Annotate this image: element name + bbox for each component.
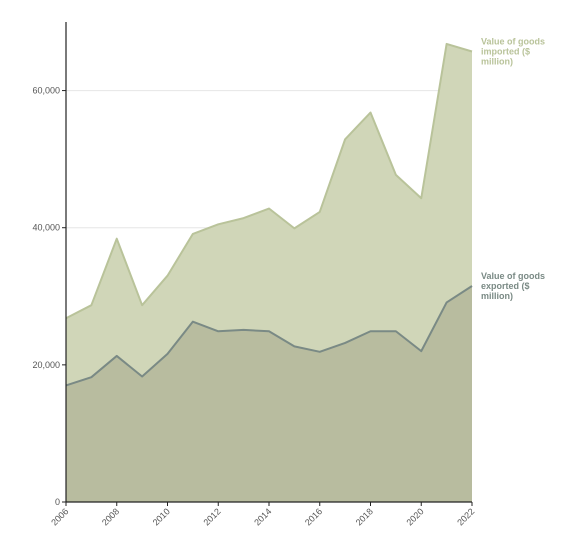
x-tick-label: 2008 (100, 506, 121, 527)
y-tick-label: 20,000 (32, 360, 60, 370)
y-tick-label: 60,000 (32, 86, 60, 96)
x-tick-label: 2022 (455, 506, 476, 527)
y-tick-label: 40,000 (32, 223, 60, 233)
series-label-line: Value of goods (481, 36, 545, 46)
series-label-line: million) (481, 291, 513, 301)
series-area-exports (66, 286, 472, 502)
x-tick-label: 2018 (354, 506, 375, 527)
x-tick-label: 2010 (151, 506, 172, 527)
y-axis-ticks: 0 20,000 40,000 60,000 (32, 86, 66, 507)
series-line-imports (65, 42, 473, 320)
x-axis-ticks: 2006 2008 2010 2012 2014 2016 2018 2020 2022 (49, 502, 476, 528)
chart-areas (66, 43, 472, 502)
x-tick-label: 2014 (252, 506, 273, 527)
series-label-line: exported ($ (481, 281, 530, 291)
series-label-line: million) (481, 56, 513, 66)
x-tick-label: 2006 (49, 506, 70, 527)
series-label-line: imported ($ (481, 46, 530, 56)
chart-lines (65, 42, 473, 387)
x-tick-label: 2012 (201, 506, 222, 527)
x-tick-label: 2016 (303, 506, 324, 527)
x-tick-label: 2020 (404, 506, 425, 527)
series-label-line: Value of goods (481, 271, 545, 281)
y-tick-label: 0 (55, 497, 60, 507)
series-line-exports (65, 285, 473, 387)
